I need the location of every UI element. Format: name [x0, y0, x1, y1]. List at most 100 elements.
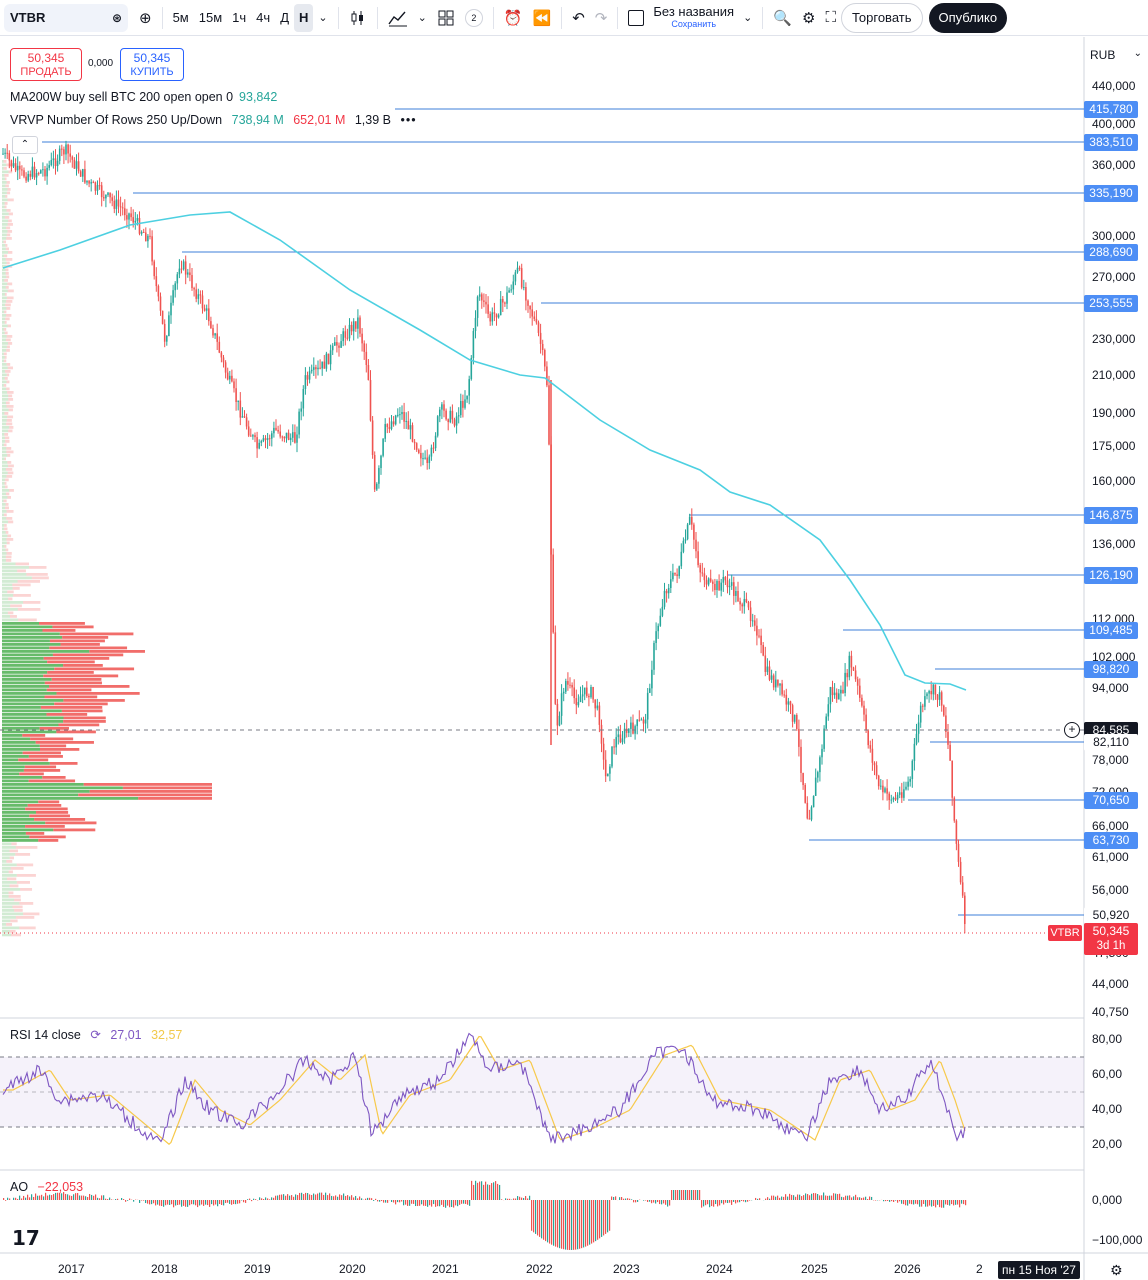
buy-button[interactable]: 50,345 КУПИТЬ: [120, 48, 184, 81]
candle-body: [394, 415, 397, 425]
more-options-icon[interactable]: •••: [400, 113, 417, 127]
vrvp-down-bar: [8, 408, 13, 412]
vrvp-down-bar: [39, 744, 67, 748]
redo-icon[interactable]: ↷: [594, 9, 608, 27]
vrvp-down-bar: [28, 779, 76, 783]
ao-bar: [921, 1200, 923, 1207]
ao-bar: [81, 1195, 83, 1200]
indicators-icon[interactable]: [383, 4, 413, 32]
candle-type-icon[interactable]: [344, 4, 372, 32]
ao-bar: [601, 1200, 603, 1237]
candle-body: [84, 169, 86, 183]
layouts-grid-icon[interactable]: [432, 4, 460, 32]
publish-button[interactable]: Опублико: [928, 2, 1008, 33]
vrvp-down-bar: [6, 401, 10, 405]
vrvp-up-bar: [2, 699, 64, 702]
candle-body: [329, 350, 332, 365]
candle-body: [537, 322, 540, 333]
vrvp-up-bar: [2, 716, 64, 720]
currency-dropdown-icon[interactable]: ⌄: [1133, 48, 1142, 59]
vrvp-down-bar: [7, 198, 14, 202]
vrvp-up-bar: [2, 170, 9, 174]
vrvp-up-bar: [2, 307, 7, 310]
chart-canvas[interactable]: [0, 37, 1148, 1280]
tradingview-logo[interactable]: 17: [12, 1226, 40, 1250]
replay-icon[interactable]: ⏪: [532, 9, 552, 27]
alert-clock-icon[interactable]: ⏰: [503, 9, 523, 27]
candle-body: [403, 411, 405, 422]
vrvp-down-bar: [8, 870, 13, 874]
timeframe-4h[interactable]: 4ч: [256, 10, 271, 25]
ao-bar: [867, 1198, 869, 1200]
indicators-dropdown-icon[interactable]: ⌄: [417, 12, 427, 24]
ao-bar: [539, 1200, 541, 1237]
ao-bar: [493, 1182, 495, 1200]
layout-square-icon[interactable]: [623, 4, 649, 32]
ao-bar: [5, 1200, 7, 1201]
candle-body: [743, 598, 746, 607]
symbol-options-icon[interactable]: ⊛: [111, 10, 122, 25]
timeframe-dropdown-icon[interactable]: ⌄: [318, 12, 328, 24]
ao-bar: [155, 1200, 157, 1206]
vrvp-up-bar: [2, 338, 7, 342]
candle-body: [840, 689, 842, 694]
ao-bar: [605, 1200, 607, 1234]
rsi-sync-icon[interactable]: ⟳: [90, 1028, 101, 1042]
candle-body: [957, 843, 960, 862]
candle-body: [8, 153, 11, 161]
vrvp-down-bar: [7, 415, 14, 419]
candle-body: [399, 414, 401, 416]
ao-bar: [203, 1200, 205, 1206]
timeframe-day[interactable]: Д: [280, 10, 289, 25]
candle-body: [197, 294, 200, 299]
compare-add-icon[interactable]: ⊕: [139, 9, 152, 27]
vrvp-up-bar: [2, 272, 6, 275]
ao-legend[interactable]: AO −22,053: [10, 1180, 83, 1194]
ao-bar: [277, 1195, 279, 1200]
vrvp-down-bar: [3, 160, 7, 163]
collapse-legend-icon[interactable]: ⌃: [12, 136, 38, 154]
timeframe-15m[interactable]: 15м: [198, 10, 223, 25]
vrvp-up-bar: [2, 632, 60, 636]
ao-bar: [33, 1196, 35, 1200]
crosshair-add-icon[interactable]: +: [1064, 722, 1080, 738]
ao-bar: [659, 1200, 661, 1205]
symbol-search[interactable]: VTBR ⊛: [4, 3, 128, 32]
rsi-legend[interactable]: RSI 14 close ⟳ 27,01 32,57: [10, 1027, 182, 1042]
candle-body: [193, 288, 195, 290]
timeframe-5m[interactable]: 5м: [172, 10, 189, 25]
trade-button[interactable]: Торговать: [840, 2, 923, 33]
layout-name[interactable]: Без названия Сохранить: [653, 5, 734, 30]
currency-selector[interactable]: RUB ⌄: [1090, 48, 1142, 62]
layouts-count-badge[interactable]: 2: [460, 4, 488, 32]
settings-gear-icon[interactable]: ⚙: [802, 9, 816, 27]
quick-search-icon[interactable]: 🔍: [773, 9, 793, 27]
ma-legend[interactable]: MA200W buy sell BTC 200 open open 0 93,84…: [10, 90, 277, 104]
price-axis-label: 400,000: [1092, 117, 1136, 131]
ao-bar: [905, 1200, 907, 1206]
vrvp-down-bar: [56, 730, 96, 734]
timeframe-week[interactable]: Н: [294, 3, 314, 32]
vrvp-down-bar: [42, 629, 76, 632]
ao-bar: [925, 1200, 927, 1207]
vrvp-down-bar: [6, 296, 14, 300]
ao-bar: [519, 1196, 521, 1200]
candle-body: [499, 298, 502, 316]
candle-body: [189, 272, 191, 276]
timeframe-1h[interactable]: 1ч: [232, 10, 247, 25]
vrvp-legend[interactable]: VRVP Number Of Rows 250 Up/Down 738,94 M…: [10, 113, 417, 127]
sell-button[interactable]: 50,345 ПРОДАТЬ: [10, 48, 82, 81]
candle-body: [128, 213, 130, 220]
chart-settings-icon[interactable]: ⚙: [1110, 1262, 1123, 1278]
vrvp-up-bar: [2, 688, 47, 692]
vrvp-down-bar: [7, 289, 14, 293]
layout-dropdown-icon[interactable]: ⌄: [743, 12, 753, 24]
undo-icon[interactable]: ↶: [572, 9, 585, 27]
vrvp-down-bar: [9, 489, 14, 492]
ao-bar: [597, 1200, 599, 1240]
candle-body: [859, 685, 861, 698]
candle-body: [149, 235, 151, 237]
candle-body: [938, 692, 941, 700]
fullscreen-icon[interactable]: ⛶: [825, 9, 836, 26]
vrvp-up-bar: [2, 604, 11, 608]
